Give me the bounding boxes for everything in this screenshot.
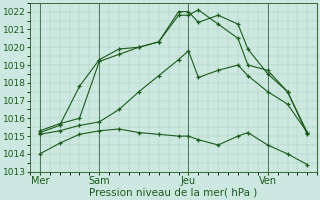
- X-axis label: Pression niveau de la mer( hPa ): Pression niveau de la mer( hPa ): [90, 187, 258, 197]
